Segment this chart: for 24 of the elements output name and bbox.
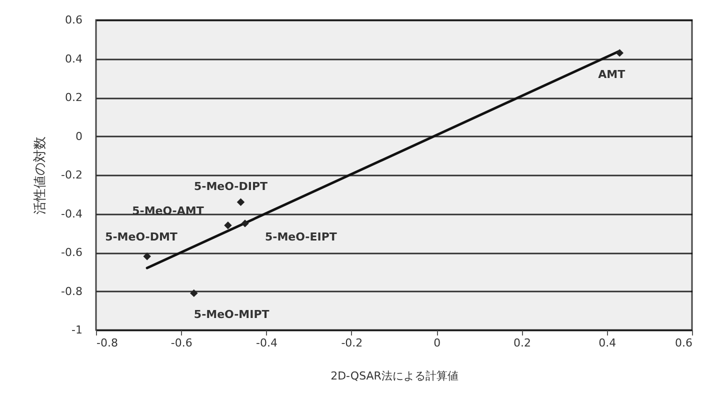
x-tick-label: 0.4 bbox=[598, 336, 616, 350]
y-tick-label: 0 bbox=[76, 130, 82, 143]
y-axis-title: 活性値の対数 bbox=[32, 136, 48, 214]
annotation: 5-MeO-MIPT bbox=[194, 308, 270, 322]
y-tick-label: 0.4 bbox=[65, 52, 82, 66]
y-tick-label: -0.6 bbox=[61, 246, 82, 259]
y-tick-label: -0.8 bbox=[61, 284, 82, 298]
annotation: 5-MeO-DIPT bbox=[194, 180, 268, 194]
annotation: AMT bbox=[598, 68, 626, 81]
y-tick-label: -0.2 bbox=[61, 168, 82, 182]
x-axis-title: 2D-QSAR法による計算値 bbox=[330, 370, 458, 382]
y-tick-label: -1 bbox=[72, 324, 82, 336]
annotation: 5-MeO-DMT bbox=[105, 230, 178, 244]
y-tick-label: 0.6 bbox=[65, 14, 82, 26]
x-tick-label: 0.2 bbox=[513, 336, 531, 350]
x-tick-label: -0.6 bbox=[170, 336, 192, 350]
x-tick-label: -0.8 bbox=[96, 336, 118, 350]
annotation: 5-MeO-EIPT bbox=[265, 230, 338, 244]
x-tick-label: 0 bbox=[434, 336, 441, 350]
x-tick-label: 0.6 bbox=[675, 336, 692, 350]
x-tick-label: -0.4 bbox=[256, 336, 278, 350]
y-tick-label: 0.2 bbox=[65, 91, 82, 104]
y-tick-label: -0.4 bbox=[61, 207, 82, 220]
x-tick-label: -0.2 bbox=[341, 336, 363, 350]
